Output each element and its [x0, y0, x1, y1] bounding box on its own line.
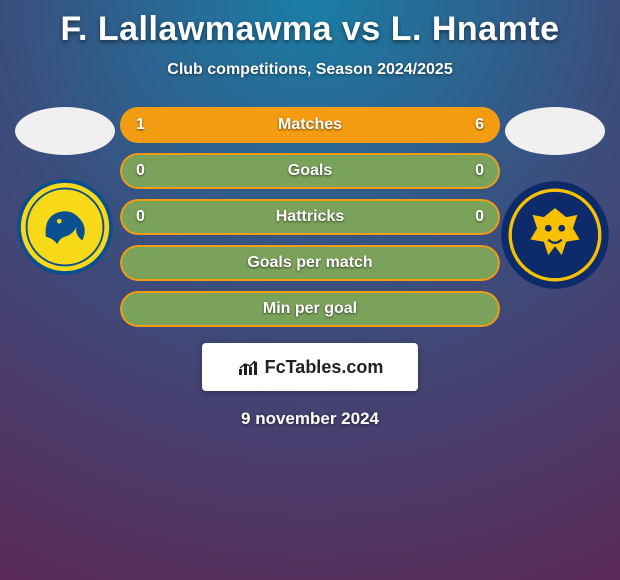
- right-player-avatar: [505, 107, 605, 155]
- page-title: F. Lallawmawma vs L. Hnamte: [0, 0, 620, 49]
- branding-badge: FcTables.com: [202, 343, 418, 391]
- stat-row: 0 0 Goals: [120, 153, 500, 189]
- stat-row: 0 0 Hattricks: [120, 199, 500, 235]
- stat-right-value: 0: [475, 162, 484, 180]
- chennaiyin-logo: [499, 179, 611, 291]
- stat-left-value: 1: [136, 116, 145, 134]
- left-player-panel: [10, 107, 120, 280]
- stat-label: Goals: [288, 162, 332, 180]
- kerala-blasters-logo: [17, 179, 113, 275]
- stat-right-value: 0: [475, 208, 484, 226]
- right-player-panel: [500, 107, 610, 296]
- stat-label: Hattricks: [276, 208, 344, 226]
- stat-label: Matches: [278, 116, 342, 134]
- stats-panel: 1 6 Matches 0 0 Goals 0 0 Hattricks Goals per mat…: [120, 107, 500, 327]
- stat-right-value: 6: [475, 116, 484, 134]
- brand-text: FcTables.com: [265, 357, 384, 378]
- page-subtitle: Club competitions, Season 2024/2025: [0, 61, 620, 79]
- stat-row: Goals per match: [120, 245, 500, 281]
- main-row: 1 6 Matches 0 0 Goals 0 0 Hattricks Goals per mat…: [0, 107, 620, 327]
- stat-row: Min per goal: [120, 291, 500, 327]
- stat-left-value: 0: [136, 162, 145, 180]
- left-player-avatar: [15, 107, 115, 155]
- stat-row: 1 6 Matches: [120, 107, 500, 143]
- right-club-logo-wrap: [499, 179, 611, 296]
- brand-chart-icon: [237, 358, 259, 376]
- left-club-logo-wrap: [17, 179, 113, 280]
- stat-left-value: 0: [136, 208, 145, 226]
- stat-label: Goals per match: [247, 254, 372, 272]
- stat-label: Min per goal: [263, 300, 357, 318]
- comparison-date: 9 november 2024: [0, 409, 620, 429]
